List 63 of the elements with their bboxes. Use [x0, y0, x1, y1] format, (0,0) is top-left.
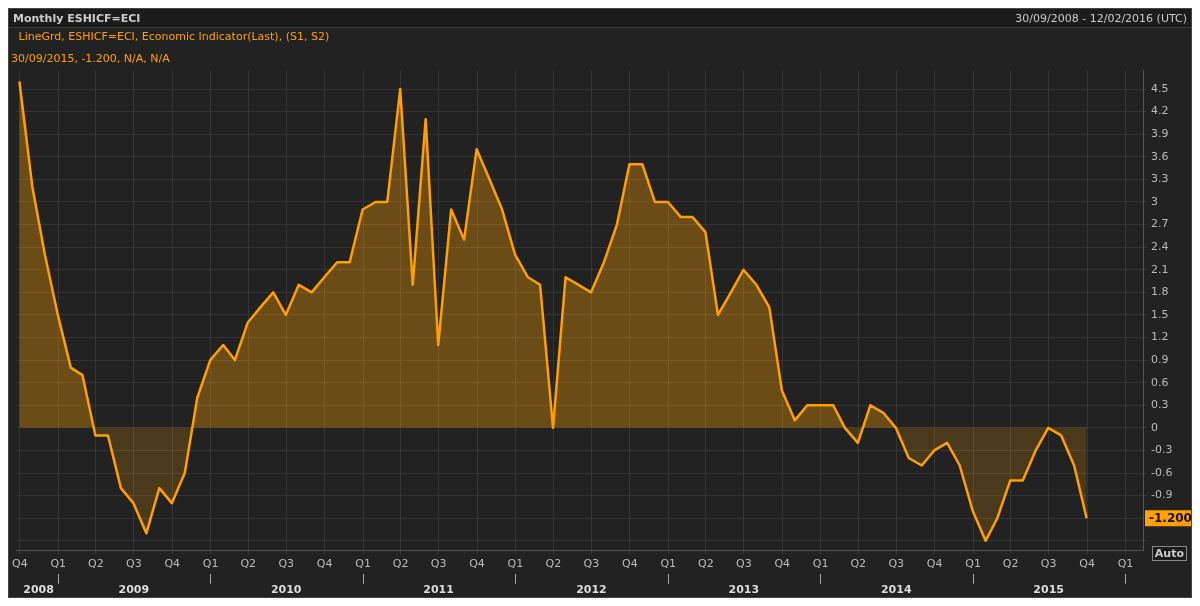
x-tick-label: Q4: [469, 557, 485, 571]
x-tick-label: Q1: [965, 557, 981, 571]
auto-button: Auto: [1151, 546, 1187, 561]
x-tick-label: Q4: [316, 557, 333, 571]
x-tick-label: Q3: [583, 557, 600, 571]
x-tick-label: Q4: [926, 557, 943, 571]
x-tick-label: Q3: [736, 557, 752, 571]
x-tick-label: Q2: [392, 557, 409, 571]
y-tick-label: 4.5: [1151, 81, 1169, 95]
y-tick-label: -0.3: [1151, 443, 1173, 457]
y-tick-label: 3.9: [1151, 127, 1169, 141]
y-tick-label: 4.2: [1151, 104, 1169, 118]
x2-tick-label: 2015: [1033, 583, 1064, 597]
x2-tick-label: 2014: [880, 583, 912, 597]
chart-title: Monthly ESHICF=ECI: [13, 11, 141, 25]
x-tick-label: Q1: [660, 557, 677, 571]
x-tick-label: Q1: [202, 557, 219, 571]
x-tick-label: Q2: [545, 557, 562, 571]
x-tick-label: Q2: [87, 557, 104, 571]
y-tick-label: 3: [1151, 194, 1158, 208]
x-tick-label: Q2: [240, 557, 257, 571]
text: -1.200: [1149, 511, 1192, 526]
x2-tick-label: 2010: [270, 583, 302, 597]
y-tick-label: 1.5: [1151, 307, 1169, 321]
text: 30/09/2015, -1.200, N/A, N/A: [11, 52, 171, 66]
x2-tick-label: 2013: [728, 583, 760, 597]
y-tick-label: 1.8: [1151, 285, 1169, 299]
chart-subtitle: 30/09/2008 - 12/02/2016 (UTC): [1015, 11, 1187, 25]
x-tick-label: Q2: [698, 557, 714, 571]
y-tick-label: 2.4: [1151, 240, 1169, 254]
x2-tick-label: 2009: [118, 583, 150, 597]
x-tick-label: Q1: [50, 557, 67, 571]
x-tick-label: Q1: [1117, 557, 1134, 571]
x-tick-label: Q3: [888, 557, 905, 571]
x2-tick-label: 2012: [576, 583, 607, 597]
x-tick-label: Q4: [164, 557, 181, 571]
x2-tick-label: 2011: [423, 583, 454, 597]
x-tick-label: Q2: [850, 557, 867, 571]
y-tick-label: 1.2: [1151, 330, 1169, 344]
x-tick-label: Q3: [1040, 557, 1057, 571]
x-tick-label: Q4: [12, 557, 28, 571]
y-tick-label: 3.3: [1151, 172, 1169, 186]
x-tick-label: Q4: [622, 557, 638, 571]
x-tick-label: Q1: [507, 557, 524, 571]
x-tick-label: Q4: [1079, 557, 1095, 571]
x-tick-label: Q3: [125, 557, 142, 571]
y-tick-label: 0.6: [1151, 375, 1169, 389]
x-tick-label: Q1: [812, 557, 829, 571]
x-tick-label: Q1: [355, 557, 371, 571]
y-tick-label: 0.3: [1151, 398, 1169, 412]
y-tick-label: 2.7: [1151, 217, 1169, 231]
y-tick-label: 3.6: [1151, 149, 1169, 163]
text: LineGrd, ESHICF=ECI, Economic Indicator(Last), (S1, S2): [18, 30, 330, 44]
x-tick-label: Q3: [278, 557, 295, 571]
x-tick-label: Q4: [774, 557, 791, 571]
y-tick-label: -0.6: [1151, 465, 1173, 479]
x2-tick-label: 2008: [23, 583, 54, 597]
y-tick-label: -0.9: [1151, 488, 1173, 502]
y-tick-label: 0.9: [1151, 352, 1169, 366]
x-tick-label: Q2: [1002, 557, 1019, 571]
x-tick-label: Q3: [430, 557, 447, 571]
y-tick-label: 2.1: [1151, 262, 1169, 276]
y-tick-label: 0: [1151, 420, 1158, 434]
